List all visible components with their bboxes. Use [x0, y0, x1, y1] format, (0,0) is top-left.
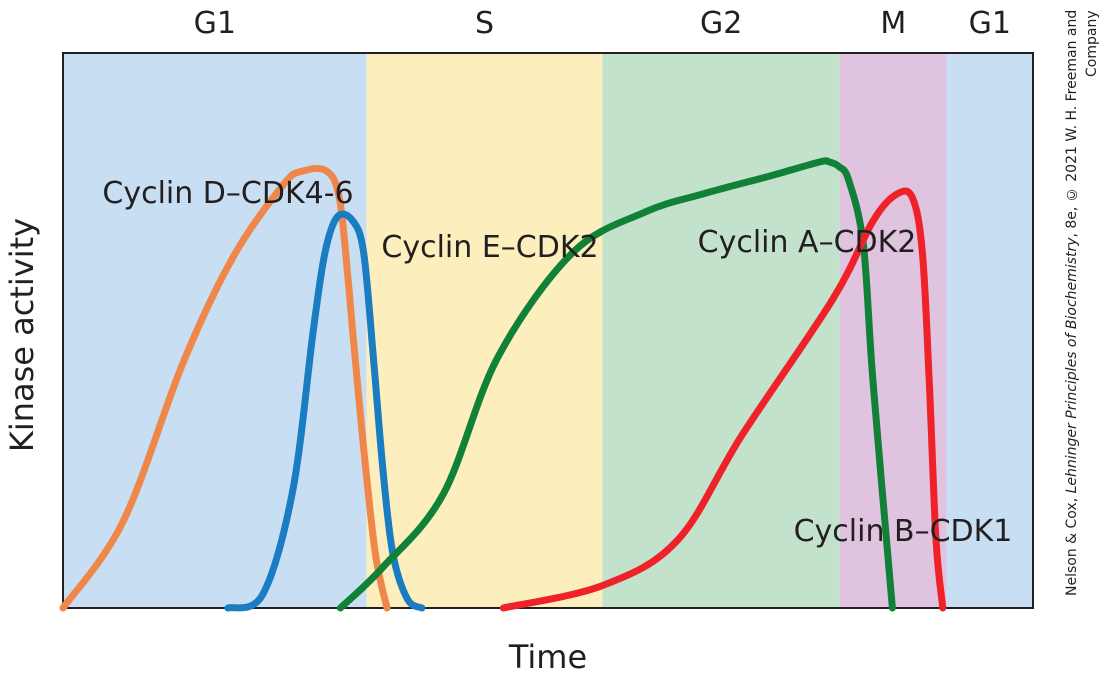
phase-band-g1-0	[63, 53, 367, 608]
credit-text-before: Nelson & Cox,	[1064, 493, 1080, 597]
series-labels: Cyclin D–CDK4-6 Cyclin E–CDK2 Cyclin A–CDK…	[102, 176, 1012, 549]
series-label-cyclin-d-cdk4-6: Cyclin D–CDK4-6	[102, 176, 353, 211]
series-lines	[59, 157, 947, 612]
phase-label-s-1: S	[475, 6, 494, 41]
phase-label-m-3: M	[880, 6, 906, 41]
phase-band-g2-2	[602, 53, 840, 608]
series-label-cyclin-e-cdk2: Cyclin E–CDK2	[381, 230, 598, 265]
phase-label-g2-2: G2	[700, 6, 742, 41]
y-axis-label: Kinase activity	[3, 218, 41, 452]
series-line-cyclin-a-cdk2	[336, 157, 896, 612]
phase-band-g1-4	[946, 53, 1033, 608]
series-line-cyclin-e-cdk2	[224, 210, 426, 612]
series-line-cyclin-d-cdk4-6	[59, 165, 391, 612]
plot-frame	[62, 52, 1034, 609]
series-label-cyclin-b-cdk1: Cyclin B–CDK1	[794, 514, 1013, 549]
x-axis-label: Time	[508, 638, 587, 673]
series-label-cyclin-a-cdk2: Cyclin A–CDK2	[698, 225, 917, 260]
phase-label-g1-0: G1	[194, 6, 236, 41]
phase-label-g1-4: G1	[969, 6, 1011, 41]
phase-band-s-1	[366, 53, 603, 608]
phase-bands	[63, 53, 1033, 608]
series-line-cyclin-b-cdk1	[499, 187, 947, 612]
credit-book-title: Lehninger Principles of Biochemistry	[1064, 237, 1080, 494]
phase-labels: G1 S G2 M G1	[194, 6, 1011, 41]
credit-line: Nelson & Cox, Lehninger Principles of Bi…	[1062, 10, 1100, 630]
